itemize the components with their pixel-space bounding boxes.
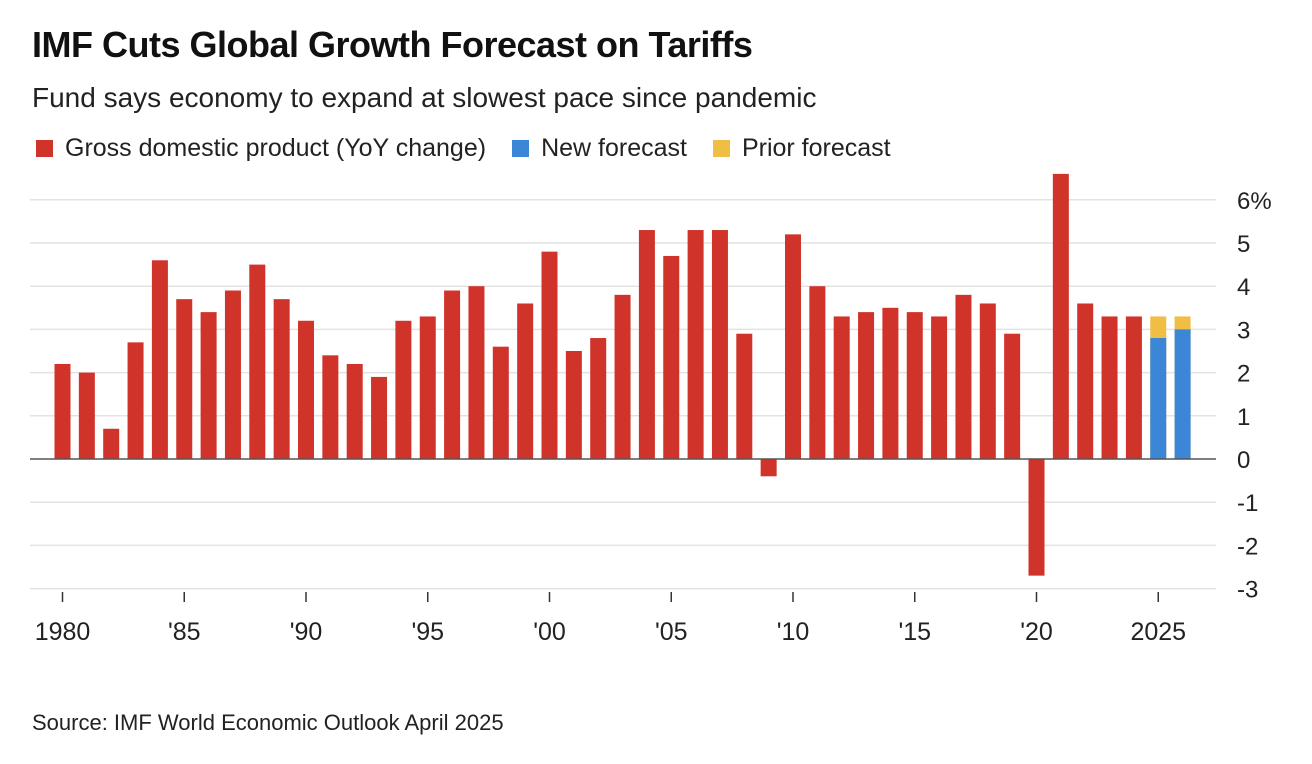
bar-gdp-2021 (1052, 173, 1069, 459)
bar-gdp-1990 (298, 320, 314, 459)
x-tick-label: '05 (655, 618, 688, 646)
bar-new-forecast-2026 (1174, 329, 1191, 459)
bar-gdp-2009 (760, 459, 777, 477)
bar-gdp-1987 (224, 290, 241, 459)
x-tick-label: '85 (168, 618, 201, 646)
bar-gdp-2005 (663, 255, 680, 459)
bar-gdp-1993 (371, 376, 388, 459)
legend-label-gdp: Gross domestic product (YoY change) (65, 134, 487, 162)
bar-gdp-1996 (444, 290, 461, 459)
legend-swatch-gdp (36, 140, 53, 157)
bar-gdp-2001 (565, 351, 582, 459)
bar-gdp-1980 (54, 363, 71, 459)
legend-swatch-prior-forecast (712, 140, 730, 157)
bar-gdp-1991 (322, 355, 339, 459)
x-tick-label: '95 (411, 618, 444, 646)
y-tick-label: 5 (1237, 231, 1250, 258)
x-tick-label: '00 (533, 618, 566, 646)
bar-gdp-1999 (517, 303, 534, 459)
y-tick-label: 1 (1237, 404, 1250, 431)
bar-gdp-2013 (858, 312, 875, 459)
legend-item-prior-forecast: Prior forecast (712, 134, 891, 163)
y-tick-label: -3 (1237, 577, 1258, 604)
bar-gdp-1985 (176, 299, 193, 459)
bar-gdp-1998 (492, 346, 509, 459)
legend-label-new-forecast: New forecast (541, 134, 687, 162)
bar-gdp-2000 (541, 251, 558, 459)
x-tick-label: 1980 (35, 618, 91, 646)
chart-subtitle: Fund says economy to expand at slowest p… (32, 82, 817, 113)
legend-label-prior-forecast: Prior forecast (741, 134, 891, 162)
chart-legend: Gross domestic product (YoY change) New … (36, 134, 917, 163)
y-tick-label: 3 (1237, 317, 1250, 344)
y-tick-label: -1 (1237, 490, 1258, 517)
bar-gdp-2007 (711, 230, 728, 459)
x-tick-label: 2025 (1130, 618, 1186, 646)
bar-gdp-2024 (1125, 316, 1142, 459)
axes: 6% 5 4 3 2 1 0 -1 -2 -3 1980 '85 '90 '95 '00 '05 '10 '15 '… (30, 188, 1272, 646)
x-tick-label: '20 (1020, 618, 1053, 646)
x-tick-label: '90 (290, 618, 323, 646)
source-note: Source: IMF World Economic Outlook April… (32, 710, 504, 735)
y-tick-label: 0 (1237, 447, 1250, 474)
bar-gdp-1984 (151, 260, 168, 459)
bar-gdp-2016 (931, 316, 948, 459)
bar-gdp-1986 (200, 312, 217, 459)
bar-gdp-1981 (78, 372, 95, 459)
bar-new-forecast-2025 (1150, 338, 1167, 459)
bar-gdp-2010 (785, 234, 801, 459)
bar-gdp-1994 (395, 320, 412, 459)
bar-gdp-2023 (1101, 316, 1118, 459)
bar-gdp-2017 (955, 294, 972, 459)
bar-gdp-2003 (614, 294, 631, 459)
bars (54, 173, 1191, 576)
bar-gdp-2012 (833, 316, 850, 459)
bar-gdp-2020 (1028, 459, 1045, 576)
bar-gdp-1992 (346, 363, 363, 459)
legend-item-new-forecast: New forecast (512, 134, 687, 163)
x-tick-label: '10 (777, 618, 810, 646)
y-tick-label: 2 (1237, 361, 1250, 388)
y-tick-label: -2 (1237, 533, 1258, 560)
bar-gdp-2018 (979, 303, 996, 459)
bar-gdp-2011 (809, 286, 826, 459)
bar-gdp-1983 (127, 342, 144, 459)
bar-gdp-2019 (1004, 333, 1021, 459)
bar-gdp-1989 (273, 299, 290, 459)
bar-gdp-1988 (249, 264, 266, 459)
bar-gdp-2002 (590, 338, 607, 459)
legend-item-gdp: Gross domestic product (YoY change) (36, 134, 486, 163)
bar-gdp-2006 (687, 230, 704, 459)
bar-gdp-2022 (1077, 303, 1094, 459)
bar-gdp-1995 (419, 316, 436, 459)
bar-gdp-2004 (638, 230, 655, 459)
bar-gdp-2008 (736, 333, 753, 459)
bar-gdp-1982 (103, 428, 120, 459)
bar-gdp-1997 (468, 286, 485, 459)
legend-swatch-new-forecast (512, 140, 530, 157)
x-tick-label: '15 (898, 618, 931, 646)
chart-title: IMF Cuts Global Growth Forecast on Tarif… (32, 24, 753, 65)
y-tick-label: 6% (1237, 188, 1272, 215)
bar-gdp-2014 (882, 307, 899, 459)
y-tick-label: 4 (1237, 274, 1250, 301)
bar-gdp-2015 (906, 312, 923, 459)
